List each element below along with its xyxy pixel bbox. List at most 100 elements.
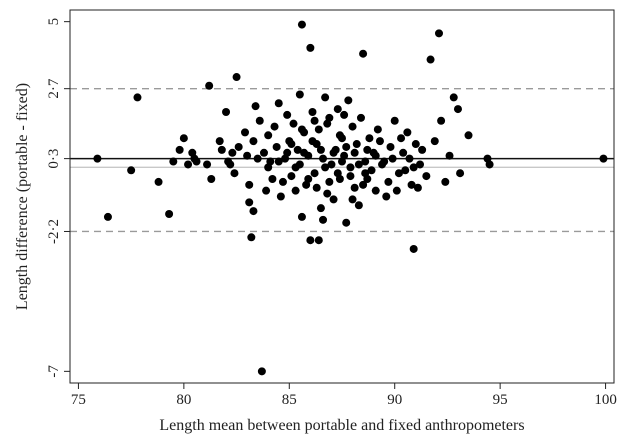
- data-point: [165, 209, 174, 218]
- data-point: [319, 215, 328, 224]
- data-point: [274, 157, 283, 166]
- data-point: [485, 160, 494, 169]
- data-point: [321, 163, 330, 172]
- data-point: [297, 212, 306, 221]
- data-point: [169, 157, 178, 166]
- data-point: [449, 93, 458, 102]
- data-point: [316, 204, 325, 213]
- data-point: [384, 177, 393, 186]
- data-point: [217, 145, 226, 154]
- y-axis-ticks: -7 -2·2 0·3 2·7 5: [46, 18, 70, 378]
- data-point: [344, 96, 353, 105]
- data-point: [306, 236, 315, 245]
- data-point: [314, 236, 323, 245]
- data-point: [409, 163, 418, 172]
- data-point: [338, 157, 346, 166]
- data-point: [249, 137, 258, 146]
- y-axis-label: Length difference (portable - fixed): [14, 83, 31, 310]
- data-point: [283, 148, 292, 157]
- data-point: [255, 116, 264, 125]
- data-point: [228, 148, 237, 157]
- data-point: [222, 107, 231, 116]
- data-point: [207, 175, 216, 184]
- data-point: [270, 122, 279, 131]
- data-point: [251, 102, 260, 111]
- data-point: [325, 177, 334, 186]
- data-point: [257, 367, 266, 376]
- data-point: [382, 192, 391, 201]
- x-tick-label: 85: [282, 392, 297, 408]
- data-point: [434, 29, 443, 38]
- y-tick-label: -2·2: [46, 219, 62, 244]
- data-point: [401, 166, 410, 175]
- data-point: [413, 183, 422, 192]
- data-point: [300, 148, 309, 157]
- data-point: [445, 151, 454, 160]
- data-point: [456, 169, 465, 178]
- data-point: [359, 180, 368, 189]
- data-point: [329, 195, 338, 204]
- data-point: [297, 20, 306, 29]
- data-point: [411, 140, 420, 149]
- data-point: [306, 43, 315, 52]
- data-point: [342, 218, 351, 227]
- data-point: [276, 192, 285, 201]
- data-point: [375, 137, 384, 146]
- data-point: [335, 131, 344, 140]
- data-point: [291, 186, 300, 195]
- data-point: [394, 169, 403, 178]
- data-point: [390, 116, 399, 125]
- data-point: [245, 198, 254, 207]
- data-point: [192, 157, 201, 166]
- data-point: [215, 137, 224, 146]
- data-point: [249, 207, 258, 216]
- data-point: [346, 172, 355, 181]
- data-point: [226, 160, 235, 169]
- x-tick-label: 95: [493, 392, 508, 408]
- data-point: [430, 137, 439, 146]
- x-tick-label: 75: [71, 392, 86, 408]
- data-point: [392, 186, 401, 195]
- data-point: [426, 55, 435, 64]
- data-point: [354, 201, 363, 210]
- data-point: [361, 169, 370, 178]
- data-point: [354, 160, 363, 169]
- data-point: [230, 169, 239, 178]
- data-point: [464, 131, 473, 140]
- data-point: [599, 154, 608, 163]
- data-point: [179, 134, 188, 143]
- data-point: [259, 148, 268, 157]
- data-point: [323, 119, 332, 128]
- x-axis-label: Length mean between portable and fixed a…: [159, 417, 524, 434]
- x-axis-ticks: 75 80 85 90 95 100: [71, 383, 617, 408]
- data-points: [93, 20, 608, 376]
- y-tick-label: 2·7: [46, 78, 62, 98]
- data-point: [371, 186, 380, 195]
- data-point: [359, 49, 368, 58]
- data-point: [407, 180, 416, 189]
- data-point: [312, 183, 321, 192]
- data-point: [264, 163, 273, 172]
- data-point: [287, 172, 296, 181]
- data-point: [350, 148, 359, 157]
- data-point: [93, 154, 102, 163]
- data-point: [274, 99, 283, 108]
- data-point: [418, 145, 427, 154]
- data-point: [278, 177, 287, 186]
- data-point: [253, 154, 262, 163]
- data-point: [203, 160, 212, 169]
- data-point: [293, 145, 302, 154]
- data-point: [397, 134, 406, 143]
- data-point: [348, 195, 357, 204]
- data-point: [386, 142, 395, 151]
- data-point: [380, 157, 389, 166]
- data-point: [314, 125, 323, 134]
- data-point: [373, 125, 382, 134]
- data-point: [403, 128, 412, 137]
- x-tick-label: 90: [387, 392, 402, 408]
- data-point: [356, 113, 365, 122]
- data-point: [367, 166, 376, 175]
- y-tick-label: 0·3: [46, 149, 62, 169]
- data-point: [287, 140, 296, 149]
